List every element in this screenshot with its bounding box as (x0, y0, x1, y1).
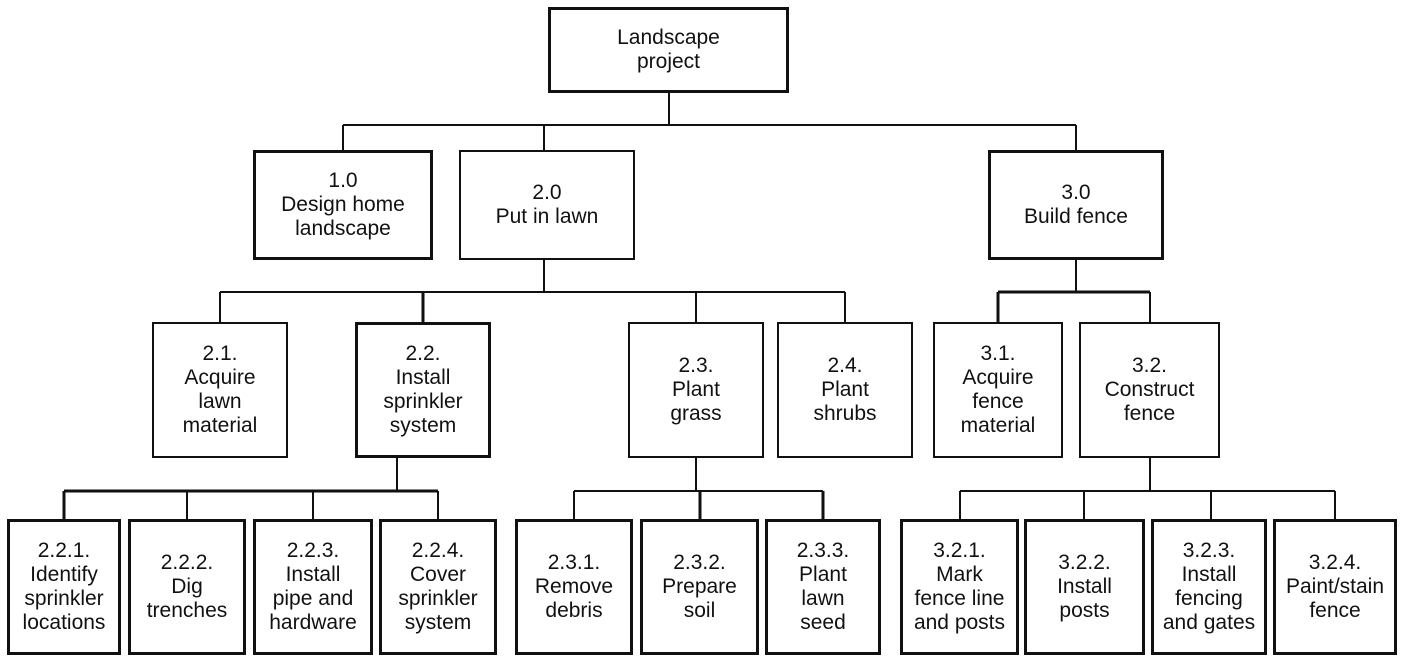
node-label: 2.4. Plant shrubs (813, 354, 877, 425)
node-2-2-install-sprinkler-system: 2.2. Install sprinkler system (355, 322, 491, 458)
node-label: 3.0 Build fence (1024, 181, 1128, 228)
node-2-3-3-plant-lawn-seed: 2.3.3. Plant lawn seed (765, 519, 881, 655)
node-label: 2.2.1. Identify sprinkler locations (22, 539, 106, 634)
node-3-2-2-install-posts: 3.2.2. Install posts (1024, 519, 1145, 655)
node-label: 2.2. Install sprinkler system (383, 342, 463, 437)
node-label: 1.0 Design home landscape (281, 169, 405, 240)
node-2-3-plant-grass: 2.3. Plant grass (628, 322, 764, 458)
node-label: 2.3.2. Prepare soil (662, 551, 737, 622)
node-2-1-acquire-lawn-material: 2.1. Acquire lawn material (152, 322, 288, 458)
node-label: 3.2.1. Mark fence line and posts (913, 539, 1006, 634)
node-3-2-1-mark-fence-line-and-posts: 3.2.1. Mark fence line and posts (900, 519, 1019, 655)
node-3-0-build-fence: 3.0 Build fence (988, 150, 1164, 260)
node-2-2-2-dig-trenches: 2.2.2. Dig trenches (128, 519, 246, 655)
node-3-2-4-paint-stain-fence: 3.2.4. Paint/stain fence (1273, 519, 1397, 655)
node-landscape-project: Landscape project (548, 7, 789, 93)
node-1-0-design-home-landscape: 1.0 Design home landscape (253, 150, 433, 260)
node-2-2-4-cover-sprinkler-system: 2.2.4. Cover sprinkler system (379, 519, 497, 655)
node-label: 2.3.3. Plant lawn seed (796, 539, 850, 634)
node-label: 3.2.2. Install posts (1057, 551, 1112, 622)
node-3-1-acquire-fence-material: 3.1. Acquire fence material (933, 322, 1063, 458)
node-3-2-3-install-fencing-and-gates: 3.2.3. Install fencing and gates (1151, 519, 1267, 655)
node-label: 2.1. Acquire lawn material (182, 342, 258, 437)
node-2-4-plant-shrubs: 2.4. Plant shrubs (777, 322, 913, 458)
node-3-2-construct-fence: 3.2. Construct fence (1079, 322, 1220, 458)
node-label: Landscape project (617, 26, 720, 73)
node-2-2-3-install-pipe-and-hardware: 2.2.3. Install pipe and hardware (253, 519, 373, 655)
node-label: 2.3. Plant grass (670, 354, 722, 425)
node-label: 3.2.3. Install fencing and gates (1162, 539, 1256, 634)
node-label: 2.2.2. Dig trenches (146, 551, 228, 622)
node-label: 2.0 Put in lawn (495, 181, 599, 228)
node-2-3-2-prepare-soil: 2.3.2. Prepare soil (640, 519, 759, 655)
node-2-3-1-remove-debris: 2.3.1. Remove debris (515, 519, 633, 655)
node-label: 3.2.4. Paint/stain fence (1285, 551, 1385, 622)
node-2-0-put-in-lawn: 2.0 Put in lawn (459, 150, 635, 260)
node-label: 3.2. Construct fence (1104, 354, 1195, 425)
node-label: 3.1. Acquire fence material (960, 342, 1036, 437)
node-label: 2.3.1. Remove debris (534, 551, 614, 622)
node-2-2-1-identify-sprinkler-locations: 2.2.1. Identify sprinkler locations (7, 519, 121, 655)
node-label: 2.2.3. Install pipe and hardware (269, 539, 357, 634)
node-label: 2.2.4. Cover sprinkler system (398, 539, 478, 634)
